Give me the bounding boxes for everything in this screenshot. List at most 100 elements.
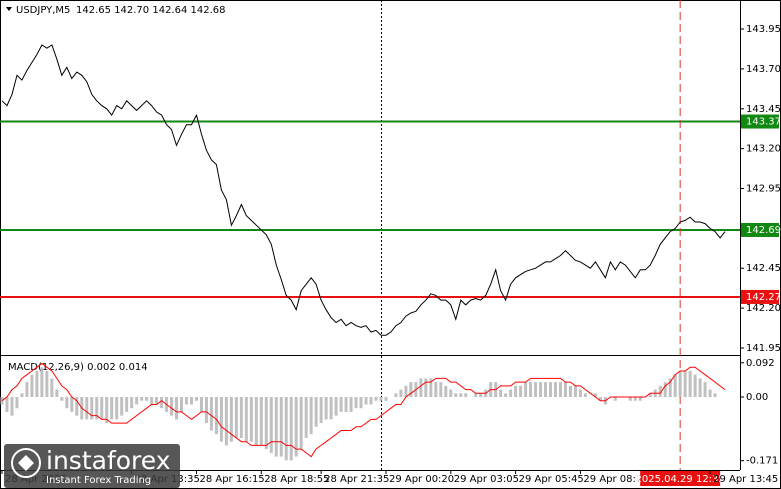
histogram-bar: [5, 397, 9, 412]
histogram-bar: [339, 397, 343, 412]
histogram-bar: [229, 397, 233, 442]
histogram-bar: [140, 397, 144, 401]
histogram-bar: [519, 385, 523, 398]
histogram-bar: [544, 382, 548, 398]
histogram-bar: [439, 382, 443, 398]
y-tick-label: 141.95: [746, 343, 781, 354]
histogram-bar: [289, 397, 293, 461]
histogram-bar: [419, 378, 423, 398]
histogram-bar: [558, 382, 562, 398]
histogram-bar: [409, 382, 413, 398]
histogram-bar: [583, 393, 587, 398]
histogram-bar: [663, 382, 667, 398]
histogram-bar: [479, 393, 483, 398]
histogram-bar: [374, 397, 378, 401]
histogram-bar: [55, 389, 59, 398]
histogram-bar: [60, 397, 64, 401]
histogram-bar: [529, 382, 533, 398]
histogram-bar: [135, 397, 139, 405]
histogram-bar: [658, 385, 662, 398]
histogram-bar: [130, 397, 134, 409]
x-tick-label-bg: [640, 471, 721, 486]
histogram-bar: [125, 397, 129, 412]
histogram-bar: [20, 393, 24, 398]
histogram-bar: [673, 374, 677, 398]
histogram-bar: [593, 393, 597, 398]
signal-line: [1, 362, 726, 458]
price-line: [1, 44, 726, 336]
histogram-bar: [294, 397, 298, 457]
y-tick-label: 143.70: [746, 64, 781, 75]
histogram-bar: [568, 385, 572, 398]
histogram-bar: [454, 393, 458, 398]
histogram-bar: [379, 397, 383, 401]
x-tick-label: 29 Apr 03:05: [454, 474, 519, 485]
histogram-bar: [698, 378, 702, 398]
histogram-bar: [549, 382, 553, 398]
histogram-bar: [30, 374, 34, 398]
histogram-bar: [219, 397, 223, 442]
histogram-bar: [578, 389, 582, 398]
histogram-bar: [150, 397, 154, 405]
histogram-bar: [324, 397, 328, 420]
y-tick-label: 142.45: [746, 263, 781, 274]
histogram-bar: [120, 397, 124, 416]
histogram-bar: [449, 389, 453, 398]
histogram-bar: [429, 378, 433, 398]
histogram-bar: [683, 370, 687, 398]
y-tick-label: 143.45: [746, 104, 781, 115]
histogram-bar: [344, 397, 348, 412]
histogram-bar: [563, 382, 567, 398]
histogram-bar: [15, 397, 19, 409]
chart-title: USDJPY,M5: [16, 5, 70, 16]
logo-bg: [4, 444, 180, 488]
histogram-bar: [35, 370, 39, 398]
histogram-bar: [85, 397, 89, 420]
histogram-bar: [105, 397, 109, 424]
logo-icon: [18, 455, 34, 471]
histogram-bar: [214, 397, 218, 435]
histogram-bar: [613, 397, 617, 401]
histogram-bar: [399, 389, 403, 398]
histogram-bar: [259, 397, 263, 446]
histogram-bar: [504, 393, 508, 398]
histogram-bar: [703, 382, 707, 398]
histogram-bar: [160, 397, 164, 409]
level-label: 143.37: [746, 117, 781, 128]
watermark: instaforex Instant Forex Trading: [4, 444, 180, 488]
histogram-bar: [95, 397, 99, 420]
histogram-bar: [349, 397, 353, 412]
histogram-bar: [274, 397, 278, 457]
y-tick-label: 143.20: [746, 144, 781, 155]
y-tick-label: 0.092: [746, 358, 775, 369]
histogram-bar: [180, 397, 184, 412]
histogram-bar: [319, 397, 323, 424]
histogram-bar: [40, 367, 44, 398]
menu-arrow: [6, 7, 12, 11]
histogram-bar: [249, 397, 253, 442]
indicator-title: MACD(12,26,9) 0.002 0.014: [8, 362, 148, 373]
histogram-bar: [369, 397, 373, 405]
histogram-bar: [693, 374, 697, 398]
histogram-bar: [499, 389, 503, 398]
histogram-bar: [65, 397, 69, 409]
histogram-bar: [299, 397, 303, 450]
x-tick-label: 28 Apr 21:35: [324, 474, 389, 485]
level-label: 142.27: [746, 292, 781, 303]
histogram-bar: [464, 393, 468, 398]
histogram-bar: [364, 397, 368, 405]
histogram-bar: [284, 397, 288, 461]
histogram-bar: [189, 397, 193, 405]
histogram-bar: [394, 393, 398, 398]
histogram-bar: [633, 397, 637, 401]
level-label: 142.69: [746, 225, 781, 236]
histogram-bar: [554, 382, 557, 398]
histogram-bar: [628, 397, 632, 401]
histogram-bar: [25, 382, 29, 398]
histogram-bar: [354, 397, 358, 409]
histogram-bar: [244, 397, 248, 442]
histogram-bar: [314, 397, 318, 427]
tagline: Instant Forex Trading: [46, 475, 151, 486]
histogram-bar: [175, 397, 179, 420]
histogram-bar: [334, 397, 338, 416]
